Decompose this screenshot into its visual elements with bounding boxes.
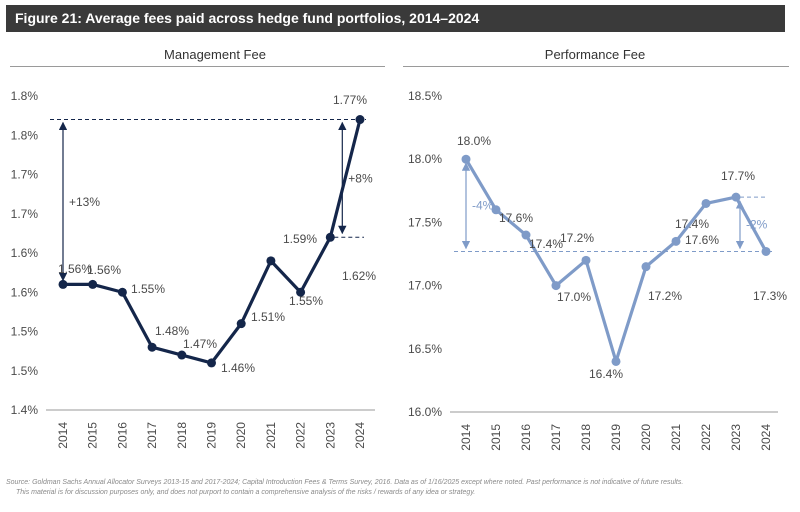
management-x-tick-label: 2015	[86, 422, 100, 449]
management-data-point	[207, 358, 216, 368]
management-y-tick-label: 1.6%	[11, 246, 39, 260]
performance-x-tick-label: 2020	[639, 424, 653, 451]
management-x-tick-label: 2023	[323, 422, 337, 449]
performance-data-label: 16.4%	[589, 367, 623, 381]
performance-data-point	[611, 356, 621, 366]
management-y-tick-label: 1.6%	[11, 285, 39, 299]
management-data-label: 1.55%	[289, 294, 323, 308]
management-title-rule	[10, 66, 385, 67]
management-data-point	[88, 279, 98, 289]
management-y-tick-label: 1.5%	[11, 364, 39, 378]
performance-x-tick-label: 2024	[759, 424, 773, 451]
management-data-label: 1.46%	[221, 361, 255, 375]
management-y-tick-label: 1.5%	[11, 325, 39, 339]
performance-data-point	[521, 230, 531, 240]
management-y-tick-label: 1.7%	[11, 168, 39, 182]
management-data-point	[266, 256, 276, 266]
management-x-tick-label: 2021	[264, 422, 278, 449]
management-data-point	[58, 279, 68, 289]
figure-title: Figure 21: Average fees paid across hedg…	[6, 5, 785, 32]
management-x-tick-label: 2024	[353, 422, 367, 449]
performance-data-point	[551, 281, 561, 291]
management-y-tick-label: 1.8%	[11, 89, 39, 103]
performance-data-point	[671, 236, 681, 246]
performance-data-label: 17.3%	[753, 289, 787, 303]
source-line-2: This material is for discussion purposes…	[16, 489, 476, 496]
performance-y-tick-label: 18.0%	[408, 152, 442, 166]
source-note: Source: Goldman Sachs Annual Allocator S…	[6, 478, 791, 498]
management-y-tick-label: 1.7%	[11, 207, 39, 221]
management-data-point	[147, 342, 157, 352]
management-data-point	[296, 287, 306, 297]
performance-data-point	[701, 198, 711, 208]
management-data-label: 1.48%	[155, 324, 189, 338]
management-fee-title: Management Fee	[164, 47, 266, 62]
performance-annotation-label: -2%	[746, 217, 768, 231]
performance-data-label: 17.7%	[721, 169, 755, 183]
management-x-tick-label: 2017	[145, 422, 159, 449]
performance-series-line	[464, 158, 768, 364]
performance-x-tick-label: 2016	[519, 424, 533, 451]
performance-x-tick-label: 2022	[699, 424, 713, 451]
performance-x-tick-label: 2014	[459, 424, 473, 451]
performance-x-tick-label: 2021	[669, 424, 683, 451]
management-data-point	[117, 287, 127, 297]
management-x-tick-label: 2022	[294, 422, 308, 449]
management-data-label: 1.56%	[58, 262, 92, 276]
management-x-tick-label: 2019	[205, 422, 219, 449]
management-annotation-label: +13%	[69, 195, 100, 209]
performance-fee-title: Performance Fee	[544, 47, 646, 62]
management-data-label: 1.77%	[333, 93, 367, 107]
performance-y-tick-label: 17.0%	[408, 279, 442, 293]
performance-data-label: 18.0%	[457, 134, 491, 148]
performance-data-point	[461, 154, 471, 164]
performance-data-label: 17.6%	[499, 211, 533, 225]
management-x-tick-label: 2018	[175, 422, 189, 449]
management-data-label: 1.59%	[283, 232, 317, 246]
performance-x-tick-label: 2018	[579, 424, 593, 451]
management-data-label: 1.47%	[183, 337, 217, 351]
performance-data-label: 17.6%	[685, 233, 719, 247]
performance-data-label: 17.2%	[648, 289, 682, 303]
performance-data-label: 17.4%	[529, 237, 563, 251]
management-data-point	[177, 350, 187, 360]
performance-annotation-label: -4%	[472, 198, 494, 212]
performance-data-point	[761, 246, 771, 256]
performance-x-tick-label: 2023	[729, 424, 743, 451]
performance-data-label: 17.2%	[560, 231, 594, 245]
performance-data-label: 17.4%	[675, 217, 709, 231]
performance-x-tick-label: 2015	[489, 424, 503, 451]
performance-y-tick-label: 18.5%	[408, 89, 442, 103]
performance-y-tick-label: 16.5%	[408, 342, 442, 356]
performance-data-point	[491, 205, 501, 215]
management-data-label: 1.51%	[251, 310, 285, 324]
performance-data-point	[731, 192, 741, 202]
management-data-label: 1.56%	[87, 263, 121, 277]
performance-data-point	[641, 262, 651, 272]
performance-y-tick-label: 17.5%	[408, 215, 442, 229]
performance-data-label: 17.0%	[557, 290, 591, 304]
management-data-point	[325, 232, 335, 242]
management-x-tick-label: 2016	[115, 422, 129, 449]
performance-x-tick-label: 2019	[609, 424, 623, 451]
management-y-tick-label: 1.4%	[11, 403, 39, 417]
management-data-point	[355, 115, 365, 125]
management-data-point	[236, 319, 246, 329]
performance-y-tick-label: 16.0%	[408, 405, 442, 419]
performance-x-tick-label: 2017	[549, 424, 563, 451]
management-data-label: 1.55%	[131, 282, 165, 296]
management-data-label: 1.62%	[342, 269, 376, 283]
performance-title-rule	[403, 66, 789, 67]
performance-data-point	[581, 255, 591, 265]
management-y-tick-label: 1.8%	[11, 128, 39, 142]
management-x-tick-label: 2020	[234, 422, 248, 449]
source-line-1: Source: Goldman Sachs Annual Allocator S…	[6, 479, 684, 486]
management-annotation-label: +8%	[348, 171, 373, 185]
management-x-tick-label: 2014	[56, 422, 70, 449]
